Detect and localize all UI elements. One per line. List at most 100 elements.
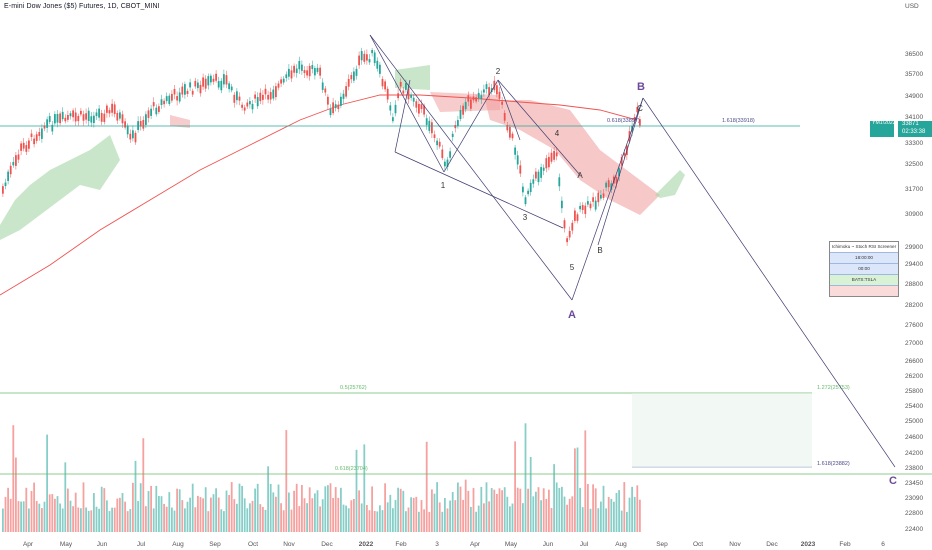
candle-body	[496, 85, 498, 95]
candle-body	[324, 88, 327, 93]
candle-body	[25, 145, 28, 152]
candle-body	[514, 147, 516, 155]
volume-bar	[639, 499, 641, 532]
candle-body	[184, 84, 186, 95]
candle-body	[212, 78, 215, 82]
volume-bar	[171, 507, 173, 532]
volume-bar	[379, 505, 381, 532]
volume-bar	[251, 500, 254, 532]
volume-bar	[64, 462, 67, 532]
screener-table[interactable]: Ichimoku ~ Stoch RSI Screener 18:00:00 0…	[829, 241, 899, 297]
candle-body	[210, 75, 212, 83]
volume-bar	[293, 490, 295, 532]
candle-body	[207, 76, 210, 86]
candle-body	[345, 86, 347, 97]
candle-body	[360, 51, 363, 61]
ichimoku-cloud	[0, 65, 685, 240]
candle-body	[516, 155, 519, 165]
volume-bar	[597, 508, 600, 532]
candle-body	[420, 104, 423, 110]
candle-body	[171, 93, 173, 101]
candle-body	[522, 186, 524, 193]
volume-bar	[280, 503, 282, 532]
candle-body	[431, 122, 433, 134]
candle-body	[106, 105, 108, 113]
volume-bar	[69, 500, 72, 532]
volume-bar	[217, 497, 220, 532]
candle-body	[80, 110, 82, 115]
candle-body	[30, 133, 33, 137]
volume-bar	[431, 489, 433, 532]
candle-body	[355, 68, 358, 76]
candle-body	[600, 194, 602, 199]
volume-bar	[121, 493, 124, 532]
volume-bar	[415, 496, 418, 532]
y-tick-label: 30900	[905, 211, 923, 218]
volume-bar	[35, 501, 38, 532]
candle-body	[173, 89, 176, 95]
candle-body	[334, 104, 337, 109]
volume-bar	[197, 495, 199, 532]
y-tick-label: 24600	[905, 434, 923, 441]
candle-body	[509, 126, 511, 138]
candle-body	[368, 59, 371, 63]
wave-label: B	[597, 246, 602, 255]
volume-bar	[67, 488, 69, 532]
volume-bar	[210, 497, 212, 532]
candle-body	[566, 238, 568, 243]
candle-body	[238, 96, 241, 101]
candle-body	[475, 97, 477, 102]
volume-bar	[381, 510, 384, 532]
x-tick-label: Dec	[766, 541, 778, 548]
candle-body	[472, 96, 475, 101]
volume-bar	[405, 511, 407, 532]
candle-body	[363, 53, 366, 62]
volume-bar	[334, 487, 337, 532]
volume-bar	[420, 500, 423, 532]
candle-body	[405, 83, 407, 90]
volume-bar	[527, 488, 529, 532]
candle-body	[46, 119, 48, 128]
volume-bar	[87, 510, 90, 532]
volume-bar	[610, 498, 613, 532]
candle-body	[158, 106, 160, 112]
volume-bar	[56, 496, 59, 532]
y-tick-label: 31700	[905, 186, 923, 193]
candle-body	[314, 68, 316, 76]
candle-body	[28, 140, 30, 149]
candle-body	[246, 102, 249, 107]
candle-body	[459, 110, 462, 120]
candle-body	[340, 96, 342, 106]
volume-bar	[111, 507, 113, 532]
volume-bar	[579, 487, 581, 532]
volume-bar	[285, 430, 288, 532]
screener-title: Ichimoku ~ Stoch RSI Screener	[830, 242, 898, 252]
wave-label: 1	[441, 181, 446, 190]
volume-bar	[41, 508, 43, 532]
volume-bar	[493, 489, 496, 532]
y-axis: USD 36500 35700 34900 34100 33300 32500 31700 30…	[905, 3, 923, 533]
fib-zone	[632, 393, 812, 467]
volume-bar	[319, 506, 321, 532]
candle-body	[236, 91, 238, 101]
volume-bar	[399, 488, 402, 532]
candle-body	[87, 110, 90, 121]
volume-bar	[628, 497, 631, 532]
candle-body	[579, 205, 581, 210]
volume-bar	[425, 441, 428, 532]
candle-body	[407, 88, 410, 100]
candle-body	[446, 159, 449, 167]
wave-label: 3	[523, 213, 528, 222]
volume-bar	[43, 501, 46, 532]
candle-body	[337, 104, 340, 110]
screener-row	[830, 285, 898, 296]
volume-bar	[350, 500, 353, 532]
volume-bar	[535, 491, 537, 532]
y-tick-label: 34100	[905, 114, 923, 121]
candle-body	[592, 197, 594, 202]
volume-bar	[485, 482, 488, 532]
volume-bar	[618, 490, 620, 532]
candle-body	[306, 70, 308, 76]
volume-bar	[243, 498, 246, 532]
